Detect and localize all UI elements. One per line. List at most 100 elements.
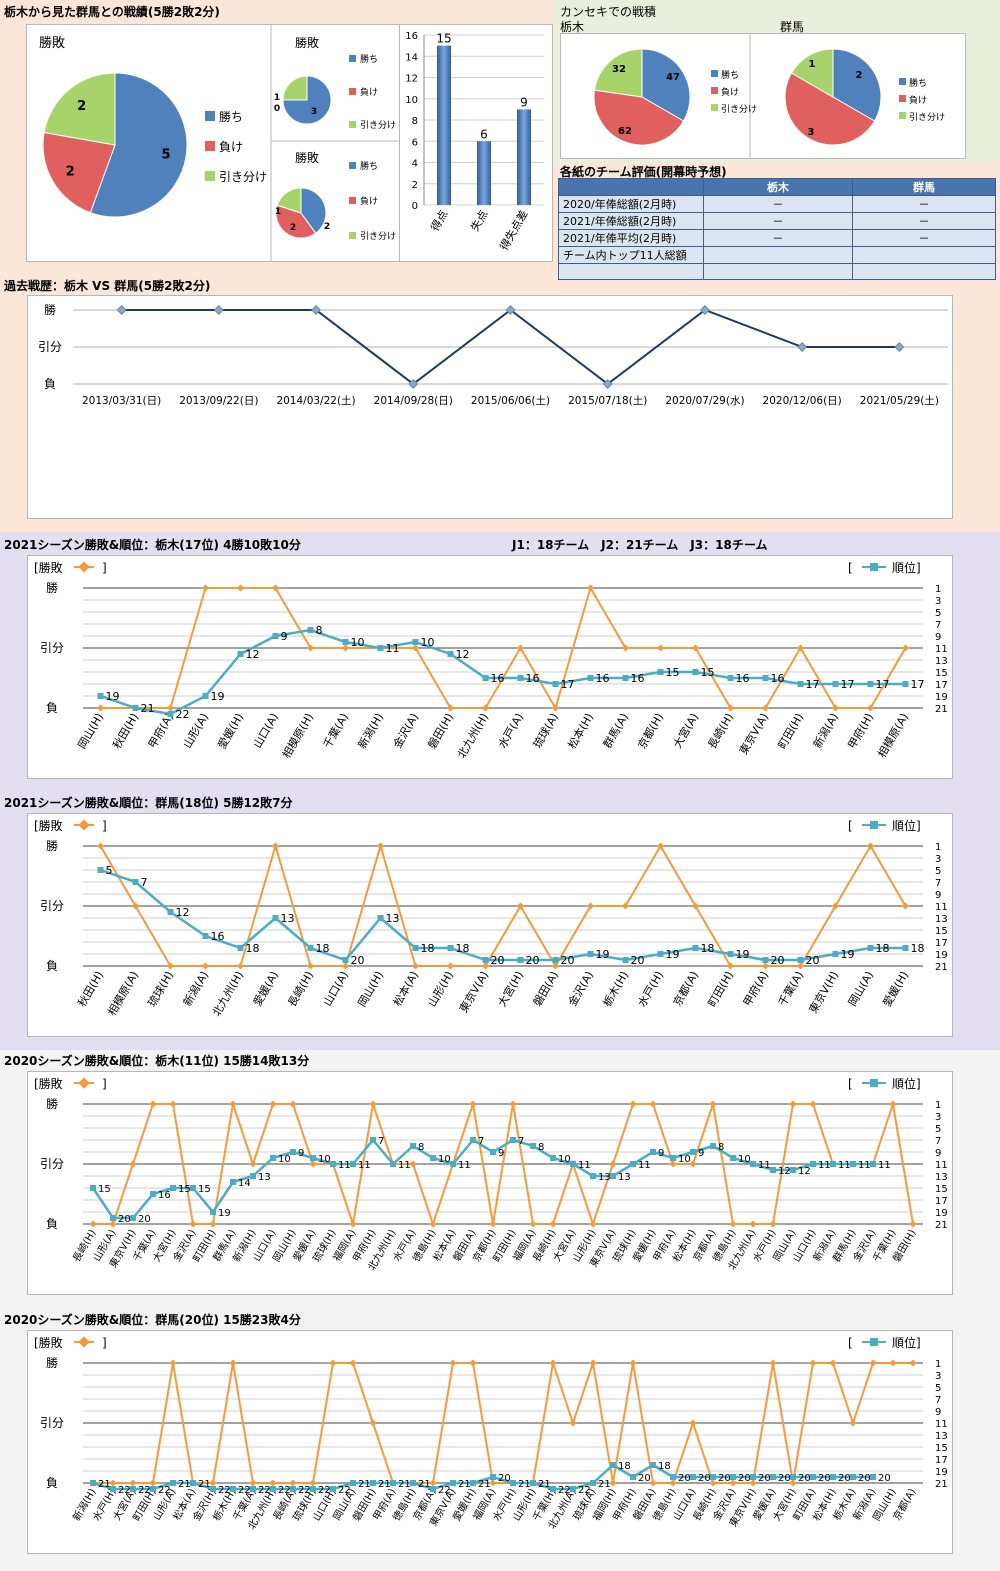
legend-label: 勝ち xyxy=(721,69,739,81)
result-marker xyxy=(306,962,315,970)
season4-chart: 13579111315171921勝引分負[勝敗][順位]新潟(H)水戸(H)大… xyxy=(34,1335,948,1532)
y-label: 負 xyxy=(46,1476,58,1490)
legend-result-marker xyxy=(78,1336,90,1348)
rank-marker xyxy=(130,1215,136,1221)
x-tick-label: 相模原(A) xyxy=(105,969,141,1018)
rank-tick-label: 3 xyxy=(935,1371,941,1382)
result-marker xyxy=(656,842,665,850)
legend-label: 引き分け xyxy=(219,170,267,184)
result-marker xyxy=(341,962,350,970)
kanseki-left-label: 栃木 xyxy=(560,20,585,34)
legend-rank-label: 順位] xyxy=(892,560,921,575)
rank-marker xyxy=(202,693,209,699)
legend-label: 勝ち xyxy=(909,77,927,89)
pie-data-label: 2 xyxy=(77,99,86,114)
rank-marker xyxy=(517,675,524,681)
rank-marker xyxy=(237,945,244,951)
pie-slice xyxy=(832,48,882,122)
y-tick-label: 12 xyxy=(405,74,418,85)
rank-data-label: 12 xyxy=(246,648,260,661)
result-marker xyxy=(169,1359,177,1367)
rank-tick-label: 9 xyxy=(935,890,941,901)
result-marker xyxy=(889,1100,897,1108)
result-marker xyxy=(549,1359,557,1367)
result-marker xyxy=(309,1160,317,1168)
rank-marker xyxy=(770,1167,776,1173)
rank-marker xyxy=(167,909,174,915)
rank-data-label: 21 xyxy=(458,1479,471,1490)
rank-data-label: 17 xyxy=(911,678,925,691)
rank-tick-label: 9 xyxy=(935,632,941,643)
rank-marker xyxy=(490,1474,496,1480)
rank-data-label: 22 xyxy=(558,1485,571,1496)
result-marker xyxy=(586,902,595,910)
x-tick-label: 2020/07/29(水) xyxy=(665,395,744,407)
rank-data-label: 18 xyxy=(421,942,435,955)
result-marker xyxy=(889,1359,897,1367)
legend-result-close: ] xyxy=(102,819,107,833)
result-marker xyxy=(621,644,630,652)
rank-marker xyxy=(730,1474,736,1480)
rank-tick-label: 15 xyxy=(935,926,948,937)
rank-marker xyxy=(97,867,104,873)
x-tick-label: 群馬(A) xyxy=(600,711,631,751)
rank-tick-label: 13 xyxy=(935,1431,948,1442)
legend-result-close: ] xyxy=(102,1077,107,1091)
result-marker xyxy=(446,962,455,970)
rank-marker xyxy=(622,675,629,681)
history-marker xyxy=(116,305,127,315)
y-label: 勝 xyxy=(46,838,58,853)
result-marker xyxy=(689,1419,697,1427)
pie-data-label: 1 xyxy=(275,207,281,217)
rank-marker xyxy=(272,915,279,921)
rank-marker xyxy=(850,1474,856,1480)
rank-marker xyxy=(797,957,804,963)
rank-marker xyxy=(657,951,664,957)
result-marker xyxy=(901,902,910,910)
pie-data-label: 62 xyxy=(618,126,632,137)
result-marker xyxy=(369,1419,377,1427)
result-marker xyxy=(229,1100,237,1108)
pie-data-label: 1 xyxy=(274,93,280,103)
history-marker xyxy=(894,342,905,352)
rank-data-label: 11 xyxy=(818,1160,831,1171)
result-marker xyxy=(909,1359,917,1367)
pie-data-label: 0 xyxy=(274,104,280,114)
legend-result-close: ] xyxy=(102,1336,107,1350)
small-pie2-title: 勝敗 xyxy=(295,150,319,165)
rank-tick-label: 7 xyxy=(935,1136,941,1147)
rank-marker xyxy=(790,1474,796,1480)
rank-data-label: 8 xyxy=(538,1142,544,1153)
rank-marker xyxy=(870,1474,876,1480)
rank-marker xyxy=(830,1474,836,1480)
rank-marker xyxy=(510,1480,516,1486)
x-tick-label: 得点 xyxy=(428,208,450,234)
pie-data-label: 2 xyxy=(324,222,330,232)
x-tick-label: 東京V(A) xyxy=(736,711,771,758)
rank-marker xyxy=(130,1486,136,1492)
rank-data-label: 15 xyxy=(178,1184,191,1195)
result-marker xyxy=(481,704,490,712)
rank-data-label: 8 xyxy=(418,1142,424,1153)
rank-data-label: 12 xyxy=(456,648,470,661)
rank-data-label: 20 xyxy=(806,954,820,967)
history-title: 過去戦歴：栃木 VS 群馬(5勝2敗2分) xyxy=(4,279,211,293)
legend-label: 負け xyxy=(721,86,739,98)
eval-row-label: 2021/年俸平均(2月時) xyxy=(558,229,704,247)
small-pie-1: 3 10 xyxy=(274,75,332,125)
rank-marker xyxy=(470,1137,476,1143)
rank-data-label: 22 xyxy=(176,708,190,721)
eval-row: 2021/年俸平均(2月時) －－ xyxy=(558,229,996,247)
rank-data-label: 11 xyxy=(338,1160,351,1171)
rank-data-label: 12 xyxy=(798,1166,811,1177)
rank-marker xyxy=(630,1161,636,1167)
result-marker xyxy=(656,644,665,652)
rank-marker xyxy=(517,957,524,963)
rank-marker xyxy=(587,951,594,957)
result-marker xyxy=(129,1160,137,1168)
rank-marker xyxy=(370,1480,376,1486)
rank-marker xyxy=(867,681,874,687)
rank-data-label: 9 xyxy=(281,630,288,643)
